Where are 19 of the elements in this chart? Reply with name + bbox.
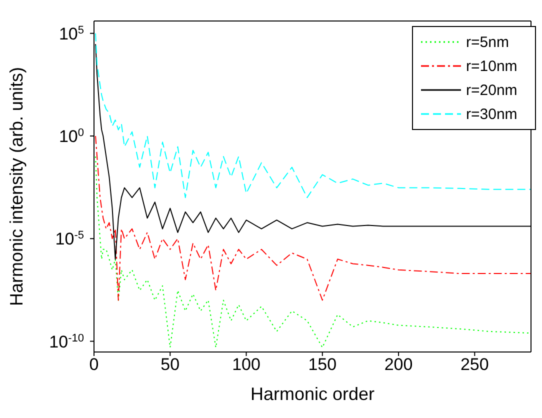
line-series bbox=[95, 156, 531, 348]
x-tick-label: 0 bbox=[89, 355, 99, 374]
y-tick-label: 10$^{5}$ bbox=[58, 24, 84, 44]
line-series bbox=[95, 32, 531, 198]
x-tick-label: 250 bbox=[460, 355, 489, 374]
y-axis-title: Harmonic intensity (arb. units) bbox=[6, 66, 26, 306]
x-tick-label: 150 bbox=[308, 355, 337, 374]
x-tick-label: 100 bbox=[232, 355, 260, 374]
x-tick-label: 200 bbox=[384, 355, 413, 374]
y-tick-label: 10$^{-5}$ bbox=[55, 230, 84, 249]
y-tick-label: 10$^{0}$ bbox=[58, 126, 84, 146]
legend-label: r=20nm bbox=[466, 82, 518, 98]
legend-label: r=30nm bbox=[466, 106, 518, 122]
y-tick-label: 10$^{-10}$ bbox=[49, 332, 84, 352]
legend-label: r=10nm bbox=[466, 58, 518, 74]
legend-label: r=5nm bbox=[466, 34, 509, 50]
line-series bbox=[95, 135, 531, 301]
x-tick-label: 50 bbox=[160, 355, 180, 374]
x-axis-title: Harmonic order bbox=[250, 384, 375, 404]
